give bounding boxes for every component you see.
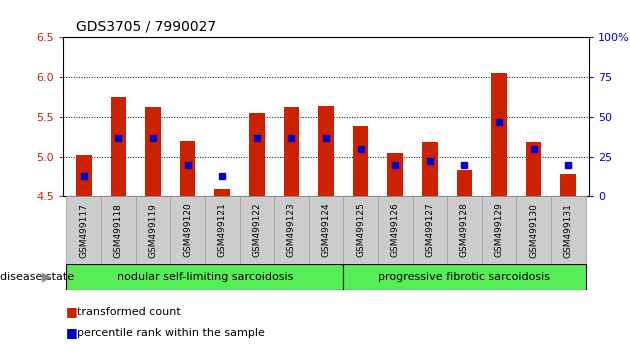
- Text: GDS3705 / 7990027: GDS3705 / 7990027: [76, 19, 215, 34]
- Bar: [343, 264, 586, 290]
- Bar: [387, 154, 403, 196]
- Text: ▶: ▶: [42, 270, 52, 284]
- Bar: [205, 196, 239, 264]
- Text: GSM499129: GSM499129: [495, 203, 503, 257]
- Bar: [135, 196, 170, 264]
- Text: percentile rank within the sample: percentile rank within the sample: [77, 328, 265, 338]
- Bar: [239, 196, 274, 264]
- Text: transformed count: transformed count: [77, 307, 181, 316]
- Text: GSM499127: GSM499127: [425, 203, 434, 257]
- Text: GSM499122: GSM499122: [252, 203, 261, 257]
- Bar: [551, 196, 586, 264]
- Bar: [274, 196, 309, 264]
- Bar: [482, 196, 517, 264]
- Bar: [318, 107, 334, 196]
- Bar: [378, 196, 413, 264]
- Bar: [517, 196, 551, 264]
- Bar: [526, 142, 541, 196]
- Text: GSM499118: GSM499118: [114, 202, 123, 258]
- Bar: [561, 174, 576, 196]
- Bar: [76, 155, 91, 196]
- Text: GSM499125: GSM499125: [356, 203, 365, 257]
- Text: ■: ■: [66, 326, 77, 339]
- Bar: [447, 196, 482, 264]
- Bar: [249, 113, 265, 196]
- Text: GSM499119: GSM499119: [149, 202, 158, 258]
- Text: disease state: disease state: [0, 272, 74, 282]
- Text: nodular self-limiting sarcoidosis: nodular self-limiting sarcoidosis: [117, 272, 293, 282]
- Text: ■: ■: [66, 305, 77, 318]
- Bar: [491, 73, 507, 196]
- Bar: [457, 170, 472, 196]
- Bar: [101, 196, 135, 264]
- Text: GSM499126: GSM499126: [391, 203, 400, 257]
- Text: GSM499131: GSM499131: [564, 202, 573, 258]
- Bar: [66, 196, 101, 264]
- Text: GSM499124: GSM499124: [321, 203, 331, 257]
- Bar: [353, 126, 369, 196]
- Text: GSM499130: GSM499130: [529, 202, 538, 258]
- Bar: [170, 196, 205, 264]
- Text: GSM499123: GSM499123: [287, 203, 296, 257]
- Bar: [66, 264, 343, 290]
- Bar: [284, 107, 299, 196]
- Bar: [180, 141, 195, 196]
- Text: GSM499121: GSM499121: [218, 203, 227, 257]
- Bar: [413, 196, 447, 264]
- Text: GSM499120: GSM499120: [183, 203, 192, 257]
- Text: GSM499117: GSM499117: [79, 202, 88, 258]
- Text: progressive fibrotic sarcoidosis: progressive fibrotic sarcoidosis: [379, 272, 551, 282]
- Bar: [145, 107, 161, 196]
- Bar: [343, 196, 378, 264]
- Bar: [111, 97, 126, 196]
- Bar: [422, 142, 438, 196]
- Bar: [309, 196, 343, 264]
- Text: GSM499128: GSM499128: [460, 203, 469, 257]
- Bar: [214, 189, 230, 196]
